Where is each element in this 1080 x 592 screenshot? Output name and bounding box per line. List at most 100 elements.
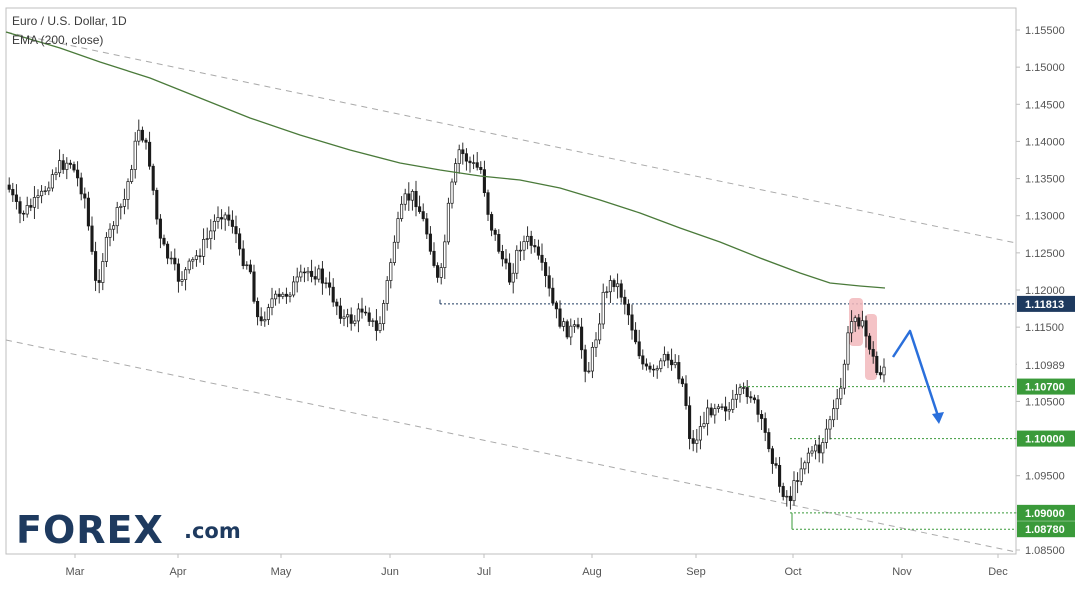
candle-body	[234, 226, 238, 235]
last-price-label: 1.10989	[1025, 360, 1065, 372]
candle-body	[605, 291, 609, 293]
level-tag	[1017, 378, 1075, 395]
candle-body	[594, 339, 598, 348]
candle-body	[526, 235, 530, 242]
candle-body	[356, 308, 360, 322]
candle-body	[169, 257, 173, 260]
candle-body	[126, 181, 130, 200]
candle-body	[824, 428, 828, 443]
candle-body	[385, 280, 389, 304]
candle-body	[648, 365, 652, 370]
candle-body	[209, 230, 213, 240]
candle-body	[727, 409, 731, 412]
candle-body	[281, 293, 285, 297]
candle-body	[230, 219, 234, 227]
candle-body	[119, 206, 123, 208]
level-tag	[1017, 521, 1075, 538]
candle-body	[317, 268, 321, 280]
candle-body	[83, 193, 87, 199]
candle-body	[108, 228, 112, 238]
candle-body	[277, 293, 281, 297]
candle-body	[202, 239, 206, 257]
candle-body	[878, 372, 882, 376]
candle-body	[788, 495, 792, 502]
candle-body	[799, 468, 803, 482]
candle-body	[792, 480, 796, 502]
y-tick-label: 1.12000	[1025, 285, 1065, 297]
candle-body	[623, 296, 627, 305]
forex-logo-suffix: .com	[184, 519, 241, 543]
candle-body	[612, 280, 616, 288]
candle-body	[583, 349, 587, 372]
candle-body	[457, 149, 461, 164]
candle-body	[522, 241, 526, 251]
candle-body	[148, 141, 152, 167]
candle-body	[720, 406, 724, 408]
candle-body	[176, 263, 180, 282]
candle-body	[400, 203, 404, 219]
candle-body	[544, 262, 548, 277]
upper-channel-line	[5, 31, 1017, 244]
candle-body	[328, 282, 332, 288]
candle-body	[7, 184, 11, 190]
candle-body	[835, 398, 839, 410]
candle-body	[140, 129, 144, 141]
candle-body	[313, 276, 317, 280]
candle-body	[641, 355, 645, 365]
y-tick-label: 1.13500	[1025, 174, 1065, 186]
candle-body	[58, 160, 62, 174]
candle-body	[569, 325, 573, 338]
candle-body	[112, 225, 116, 230]
chart-title: Euro / U.S. Dollar, 1D	[12, 14, 127, 28]
candle-body	[86, 197, 90, 227]
candle-body	[644, 363, 648, 367]
candle-body	[320, 268, 324, 284]
candle-body	[392, 241, 396, 263]
candle-body	[850, 321, 854, 334]
candle-body	[677, 362, 681, 380]
candle-body	[97, 280, 101, 283]
candle-body	[137, 129, 141, 142]
candle-body	[367, 312, 371, 322]
candle-body	[155, 189, 159, 220]
pattern-highlight	[849, 298, 863, 346]
candle-body	[29, 205, 33, 208]
candle-body	[529, 235, 533, 246]
x-tick-label: Aug	[582, 566, 602, 578]
candle-body	[349, 314, 353, 324]
candle-body	[115, 207, 119, 227]
candle-body	[634, 329, 638, 343]
candle-body	[857, 317, 861, 327]
candle-body	[288, 294, 292, 297]
chart-subtitle: EMA (200, close)	[12, 33, 103, 47]
candle-body	[205, 238, 209, 240]
candle-body	[450, 181, 454, 204]
candle-body	[590, 346, 594, 372]
candle-body	[767, 432, 771, 450]
candle-body	[166, 243, 170, 259]
candle-body	[670, 359, 674, 366]
candle-body	[353, 320, 357, 324]
candle-body	[439, 267, 443, 278]
x-tick-label: Sep	[686, 566, 706, 578]
candle-body	[446, 202, 450, 243]
x-tick-label: Apr	[169, 566, 186, 578]
candle-body	[479, 166, 483, 170]
arrow-head	[932, 412, 944, 424]
y-tick-label: 1.09500	[1025, 471, 1065, 483]
candle-body	[133, 140, 137, 170]
candle-body	[61, 160, 65, 170]
candle-body	[187, 260, 191, 271]
candle-body	[436, 265, 440, 278]
candle-body	[882, 366, 886, 376]
candle-body	[94, 251, 98, 281]
y-tick-label: 1.12500	[1025, 248, 1065, 260]
candle-body	[817, 444, 821, 454]
candle-body	[709, 407, 713, 416]
candle-body	[162, 237, 166, 245]
candle-body	[508, 262, 512, 283]
candle-body	[774, 463, 778, 466]
candle-body	[796, 480, 800, 482]
candle-body	[490, 214, 494, 231]
